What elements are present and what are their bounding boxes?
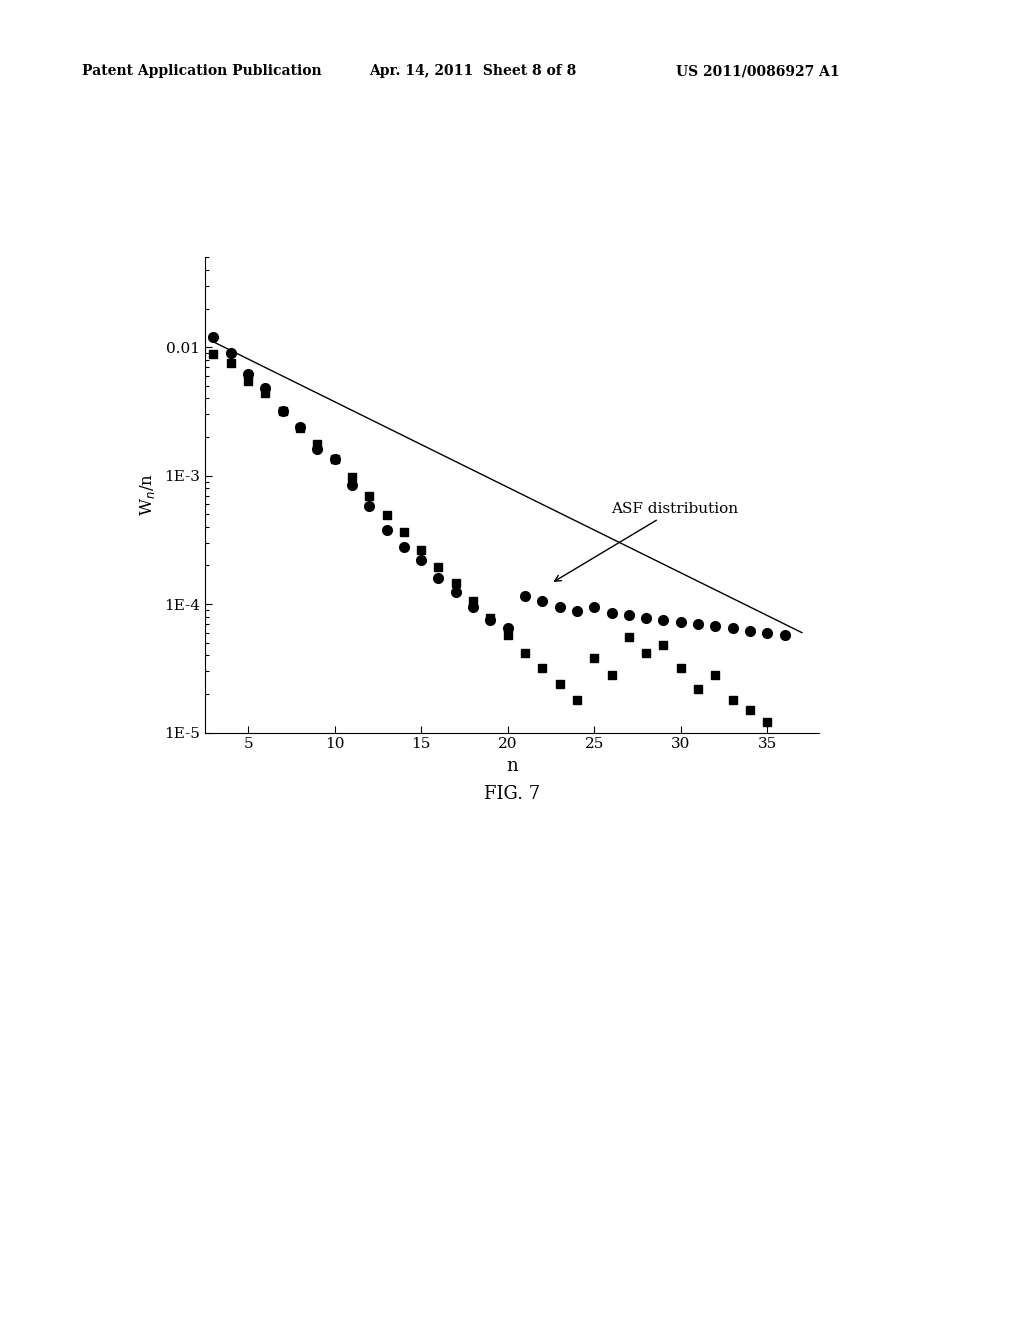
Y-axis label: W$_n$/n: W$_n$/n: [138, 474, 157, 516]
X-axis label: n: n: [506, 756, 518, 775]
Text: Apr. 14, 2011  Sheet 8 of 8: Apr. 14, 2011 Sheet 8 of 8: [369, 65, 575, 78]
Text: FIG. 7: FIG. 7: [484, 784, 540, 803]
Text: ASF distribution: ASF distribution: [555, 502, 738, 581]
Text: Patent Application Publication: Patent Application Publication: [82, 65, 322, 78]
Text: US 2011/0086927 A1: US 2011/0086927 A1: [676, 65, 840, 78]
